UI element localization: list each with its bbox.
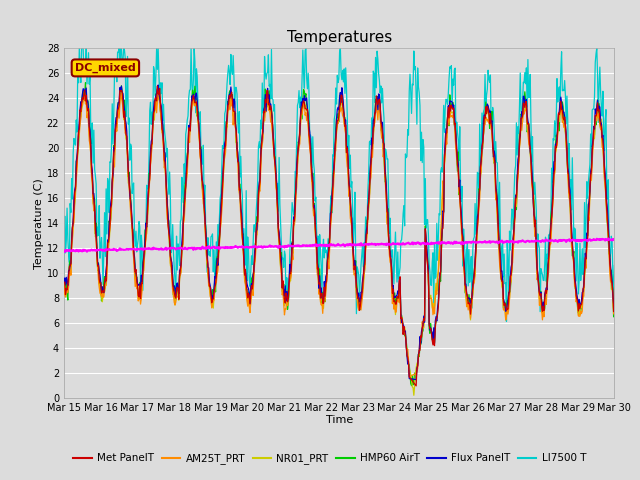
Title: Temperatures: Temperatures [287, 30, 392, 46]
Text: DC_mixed: DC_mixed [75, 63, 136, 73]
Y-axis label: Temperature (C): Temperature (C) [34, 178, 44, 269]
X-axis label: Time: Time [326, 415, 353, 425]
